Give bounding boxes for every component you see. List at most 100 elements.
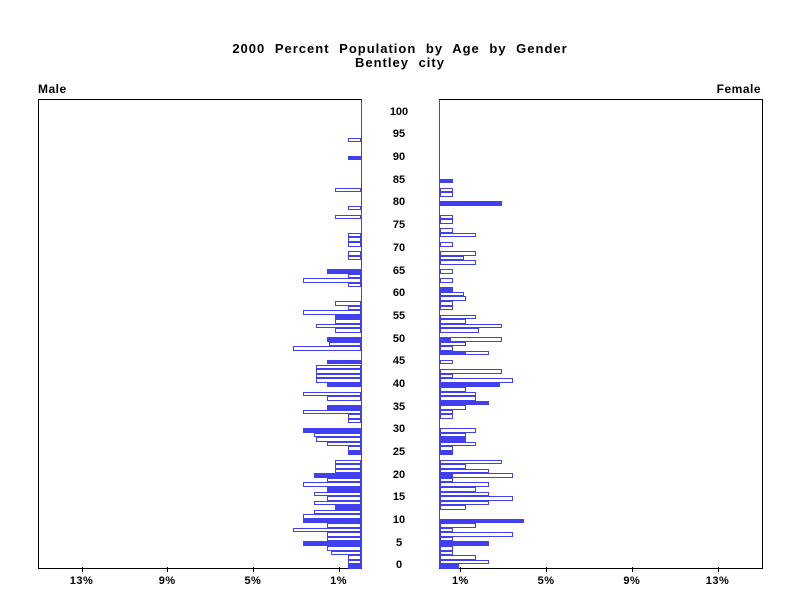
- female-bar-age-14: [440, 500, 490, 506]
- male-bar-age-69: [348, 251, 361, 256]
- male-bar-age-94: [348, 137, 361, 143]
- male-plot-area: [38, 99, 362, 569]
- female-bar-age-29: [440, 432, 466, 438]
- male-bar-age-40: [326, 382, 361, 388]
- male-bar-age-28: [316, 437, 361, 442]
- female-bar-age-37: [440, 396, 477, 401]
- female-bar-age-33: [440, 414, 453, 419]
- male-bar-age-45: [326, 359, 361, 365]
- female-bar-age-25: [440, 450, 453, 456]
- male-axis-tick-1: [338, 567, 340, 572]
- male-bar-age-79: [348, 205, 361, 211]
- male-bar-age-73: [348, 232, 361, 238]
- age-tick-label-65: 65: [392, 264, 406, 277]
- female-bar-age-69: [440, 251, 477, 256]
- female-bar-age-19: [440, 477, 453, 483]
- female-bar-age-82: [440, 192, 453, 197]
- female-bar-age-16: [440, 491, 490, 497]
- male-bar-age-25: [348, 450, 361, 456]
- female-bar-age-76: [440, 219, 453, 224]
- male-bar-age-22: [335, 464, 361, 469]
- female-bar-age-4: [440, 546, 453, 551]
- chart-title-line1: 2000 Percent Population by Age by Gender: [232, 41, 568, 56]
- female-axis-tick-label-9: 9%: [623, 575, 641, 587]
- female-bar-age-47: [440, 350, 466, 356]
- age-tick-label-70: 70: [392, 241, 406, 254]
- male-bar-age-30: [303, 428, 361, 433]
- female-bar-age-1: [440, 559, 490, 565]
- female-axis-tick-13: [717, 567, 719, 572]
- male-bar-age-7: [326, 532, 361, 537]
- female-bar-age-9: [440, 523, 477, 528]
- male-bar-age-57: [348, 305, 361, 311]
- female-bar-age-36: [440, 400, 490, 406]
- female-bar-age-43: [440, 369, 503, 374]
- age-tick-label-30: 30: [392, 423, 406, 436]
- age-tick-label-60: 60: [392, 287, 406, 300]
- female-bar-age-48: [440, 346, 453, 351]
- male-bar-age-71: [348, 242, 361, 247]
- male-bar-age-53: [316, 323, 361, 329]
- female-bar-age-3: [440, 550, 453, 556]
- female-bar-age-28: [440, 437, 466, 442]
- male-bar-age-12: [313, 509, 361, 515]
- male-bar-age-56: [303, 310, 361, 315]
- female-axis-tick-label-5: 5%: [537, 575, 555, 587]
- female-bar-age-67: [440, 260, 477, 265]
- female-bar-age-38: [440, 391, 477, 397]
- male-bar-age-37: [326, 396, 361, 401]
- female-bar-age-73: [440, 232, 477, 238]
- female-bar-age-27: [440, 441, 477, 447]
- female-bar-age-50: [440, 337, 451, 342]
- male-bar-age-35: [326, 405, 361, 410]
- male-bar-age-38: [303, 391, 361, 397]
- female-bar-age-85: [440, 178, 453, 184]
- age-tick-label-50: 50: [392, 332, 406, 345]
- female-bar-age-23: [440, 459, 503, 465]
- male-bar-age-32: [348, 418, 361, 424]
- age-tick-label-55: 55: [392, 309, 406, 322]
- female-bar-age-59: [440, 296, 466, 301]
- male-bar-age-16: [313, 491, 361, 497]
- male-bar-age-49: [328, 341, 361, 347]
- male-bar-age-15: [326, 496, 361, 501]
- female-bar-age-7: [440, 532, 513, 537]
- male-bar-age-1: [348, 559, 361, 565]
- male-bar-age-21: [335, 468, 361, 474]
- female-bar-age-15: [440, 496, 513, 501]
- male-bar-age-27: [326, 441, 361, 447]
- female-bar-age-53: [440, 323, 503, 329]
- female-bar-age-10: [440, 518, 524, 524]
- female-plot-area: [439, 99, 763, 569]
- female-axis-tick-label-13: 13%: [705, 575, 730, 587]
- male-axis-tick-13: [81, 567, 83, 572]
- age-tick-label-100: 100: [389, 105, 409, 118]
- male-bar-age-4: [326, 546, 361, 551]
- age-tick-label-85: 85: [392, 173, 406, 186]
- female-bar-age-35: [440, 405, 466, 410]
- male-bar-age-63: [303, 278, 361, 283]
- male-bar-age-33: [348, 414, 361, 419]
- female-bar-age-30: [440, 428, 477, 433]
- female-bar-age-8: [440, 527, 453, 533]
- male-bar-age-8: [292, 527, 361, 533]
- male-bar-age-65: [326, 269, 361, 274]
- male-axis-label: Male: [38, 82, 67, 96]
- male-bar-age-18: [303, 482, 361, 487]
- age-tick-label-90: 90: [392, 151, 406, 164]
- female-bar-age-80: [440, 201, 503, 206]
- male-bar-age-9: [326, 523, 361, 528]
- female-bar-age-52: [440, 328, 479, 333]
- male-bar-age-42: [316, 373, 361, 379]
- male-bar-age-72: [348, 237, 361, 242]
- age-tick-label-10: 10: [392, 514, 406, 526]
- male-bar-age-41: [316, 378, 361, 383]
- male-bar-age-54: [335, 319, 361, 324]
- female-bar-age-0: [440, 564, 460, 569]
- male-axis-tick-label-9: 9%: [158, 575, 176, 587]
- female-bar-age-6: [440, 536, 453, 542]
- male-bar-age-52: [335, 328, 361, 333]
- female-bar-age-58: [440, 301, 453, 306]
- male-bar-age-29: [313, 432, 361, 438]
- male-axis-tick-label-5: 5%: [244, 575, 262, 587]
